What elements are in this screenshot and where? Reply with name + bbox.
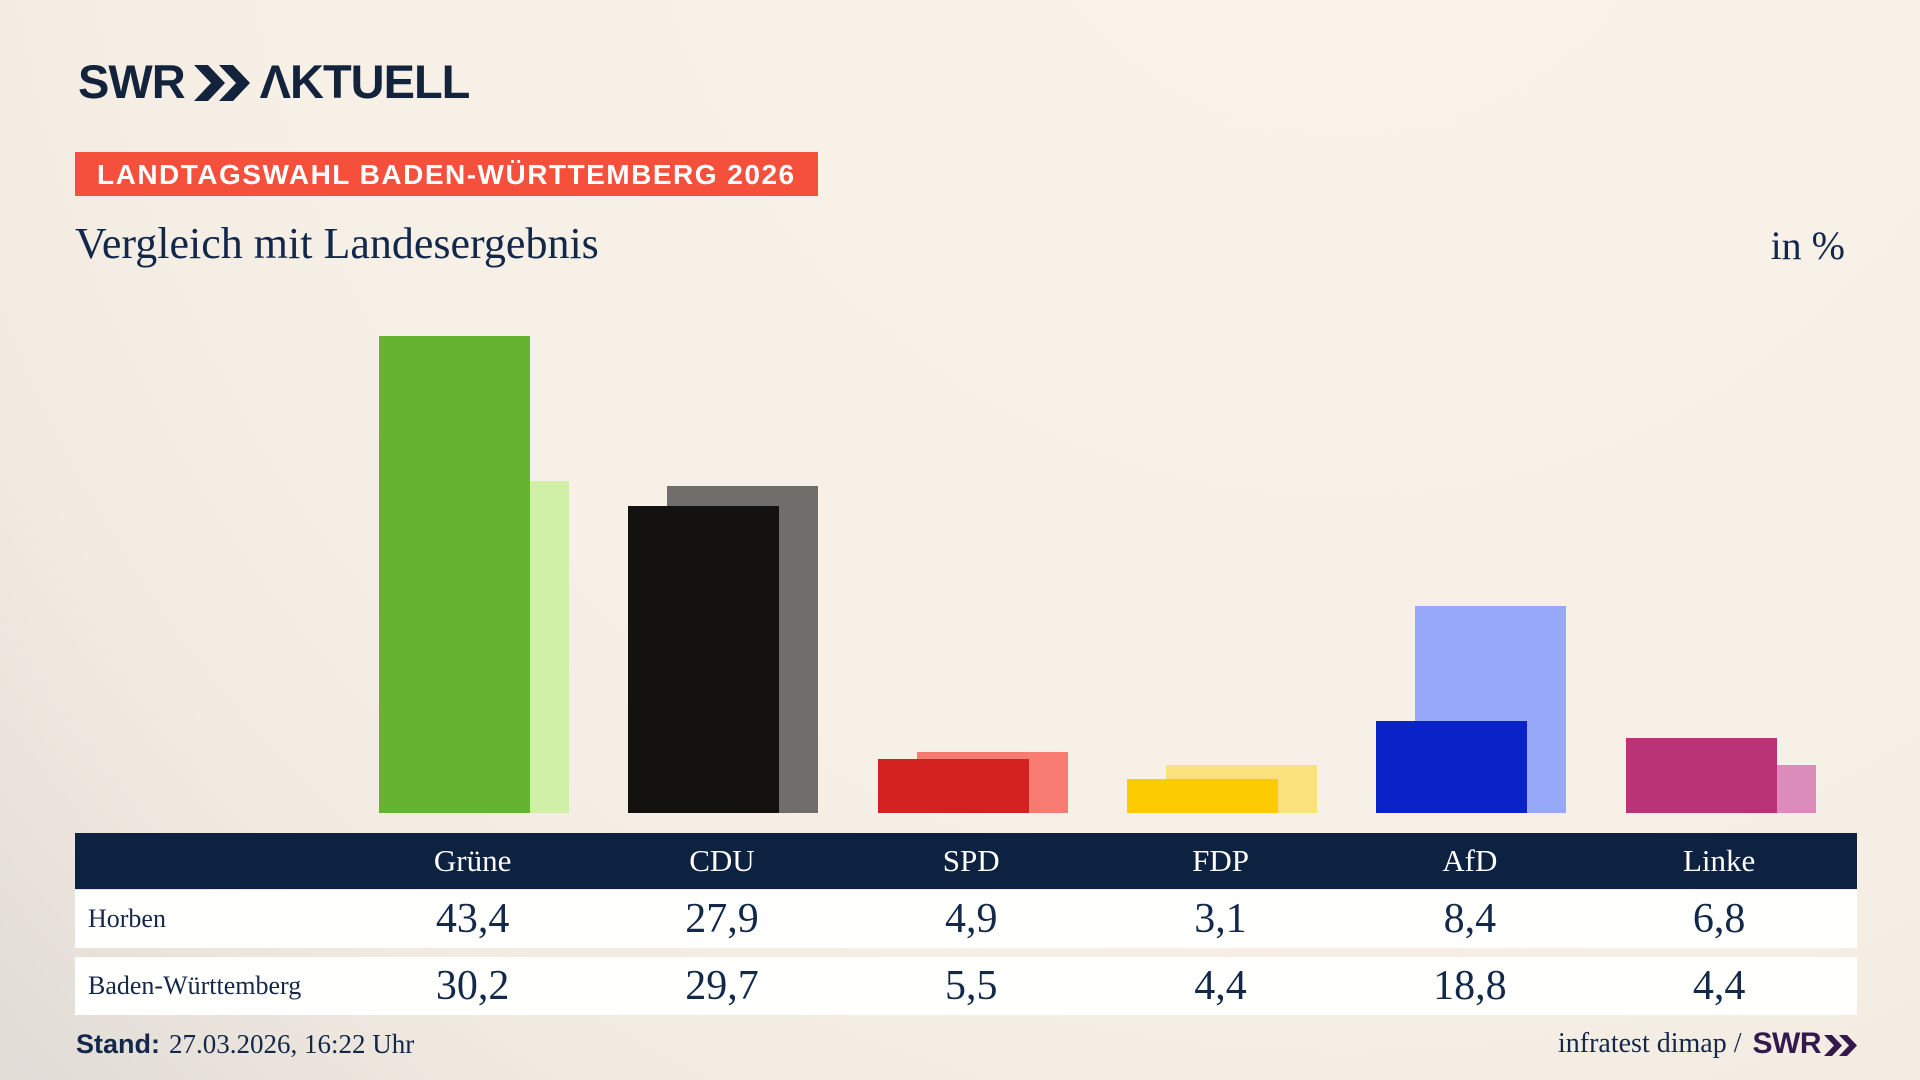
bar-municipality-value xyxy=(1376,721,1528,813)
election-banner: LANDTAGSWAHL BADEN-WÜRTTEMBERG 2026 xyxy=(75,152,818,196)
chart-title: Vergleich mit Landesergebnis xyxy=(75,219,599,268)
result-value: 43,4 xyxy=(435,896,510,942)
bar-plot xyxy=(75,313,1857,813)
result-value: 29,7 xyxy=(685,963,759,1009)
result-value: 3,1 xyxy=(1194,896,1247,942)
row-label: Baden-Württemberg xyxy=(88,971,302,1000)
bar-group-1 xyxy=(379,313,570,813)
bar-group-2 xyxy=(628,313,819,813)
stand-label: Stand: xyxy=(76,1029,160,1059)
results-table: Grüne CDU SPD FDP AfD Linke Horben 43,4 27,9 4,9… xyxy=(75,833,1857,1015)
brand-logo: SWR ΛKTUELL xyxy=(78,55,471,108)
source-text: infratest dimap / xyxy=(1557,1028,1742,1059)
unit-label: in % xyxy=(1770,223,1845,268)
bar-group-4 xyxy=(1126,313,1318,813)
row-label: Horben xyxy=(88,904,166,933)
result-value: 4,9 xyxy=(944,896,998,942)
party-column-header: Linke xyxy=(1682,843,1756,878)
bar-municipality-value xyxy=(1126,779,1278,813)
bar-group-6 xyxy=(1625,313,1817,813)
double-chevron-icon xyxy=(193,64,250,101)
result-value: 4,4 xyxy=(1194,963,1247,1009)
bar-group-3 xyxy=(877,313,1069,813)
bar-municipality-value xyxy=(628,506,780,813)
party-column-header: Grüne xyxy=(433,843,512,878)
party-column-header: AfD xyxy=(1442,843,1498,878)
source-brand-text: SWR xyxy=(1752,1027,1822,1060)
stand-value: 27.03.2026, 16:22 Uhr xyxy=(169,1029,415,1059)
result-value: 4,4 xyxy=(1692,963,1746,1009)
result-value: 30,2 xyxy=(435,963,510,1009)
double-chevron-icon xyxy=(1824,1034,1857,1056)
table-row-horben: Horben 43,4 27,9 4,9 3,1 8,4 6,8 xyxy=(75,890,1857,948)
bar-municipality-value xyxy=(1625,738,1777,813)
source-credit: infratest dimap / SWR xyxy=(1558,1027,1857,1061)
brand-logo-swr: SWR xyxy=(78,55,186,108)
bar-group-5 xyxy=(1376,313,1567,813)
bar-municipality-value xyxy=(877,759,1029,813)
result-value: 27,9 xyxy=(685,896,759,942)
party-column-header: CDU xyxy=(689,843,755,878)
table-row-baden-wuerttemberg: Baden-Württemberg 30,2 29,7 5,5 4,4 18,8 4,4 xyxy=(75,957,1857,1015)
result-value: 6,8 xyxy=(1692,896,1746,942)
table-header-row: Grüne CDU SPD FDP AfD Linke xyxy=(75,833,1857,889)
source-brand-logo: SWR xyxy=(1752,1027,1857,1061)
bar-municipality-value xyxy=(379,336,530,813)
result-value: 8,4 xyxy=(1443,896,1497,942)
party-column-header: FDP xyxy=(1192,843,1249,878)
stand-timestamp: Stand: 27.03.2026, 16:22 Uhr xyxy=(76,1027,414,1061)
result-value: 18,8 xyxy=(1433,963,1507,1009)
result-value: 5,5 xyxy=(944,963,998,1009)
brand-logo-aktuell: ΛKTUELL xyxy=(259,55,471,108)
party-column-header: SPD xyxy=(942,843,1000,878)
